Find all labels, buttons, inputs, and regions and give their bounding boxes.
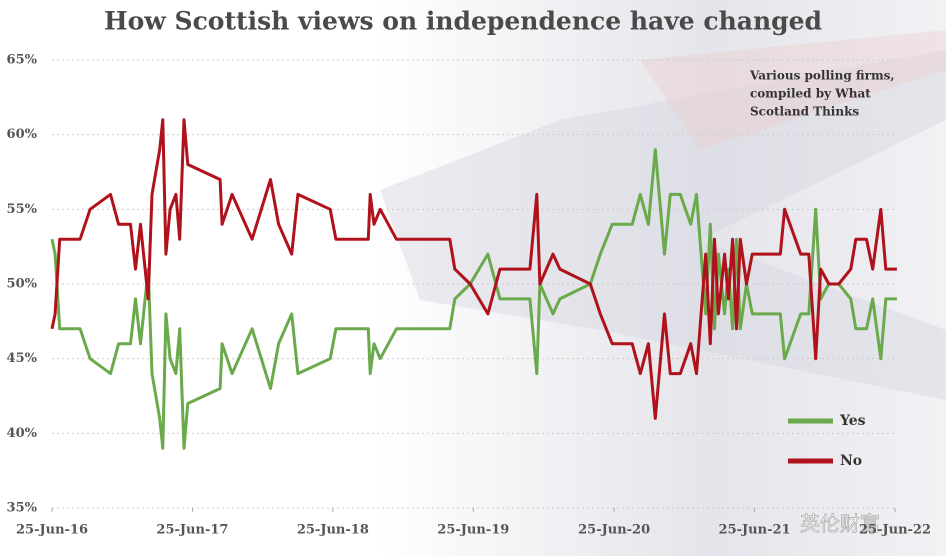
x-tick-label: 25-Jun-19 (437, 523, 509, 538)
y-tick-label: 60% (7, 127, 38, 142)
annotation: Scotland Thinks (750, 105, 859, 119)
y-tick-label: 40% (7, 426, 38, 441)
flag-decoration (640, 30, 946, 150)
x-tick-label: 25-Jun-16 (16, 523, 88, 538)
annotation: compiled by What (750, 87, 871, 101)
x-tick-label: 25-Jun-22 (859, 523, 931, 538)
annotation: Various polling firms, (749, 69, 895, 83)
y-tick-label: 65% (7, 53, 38, 68)
y-tick-label: 55% (7, 202, 38, 217)
y-tick-label: 45% (7, 351, 38, 366)
x-tick-label: 25-Jun-18 (297, 523, 369, 538)
x-tick-label: 25-Jun-21 (719, 523, 791, 538)
legend-label: Yes (839, 413, 866, 429)
data-line (50, 148, 897, 450)
legend-label: No (840, 453, 862, 469)
y-tick-label: 50% (7, 277, 38, 292)
watermark: 英伦财富 (800, 512, 880, 536)
y-tick-label: 35% (7, 501, 38, 516)
x-tick-label: 25-Jun-20 (578, 523, 650, 538)
chart-title: How Scottish views on independence have … (104, 7, 822, 36)
x-tick-label: 25-Jun-17 (156, 523, 228, 538)
data-line (50, 118, 897, 420)
